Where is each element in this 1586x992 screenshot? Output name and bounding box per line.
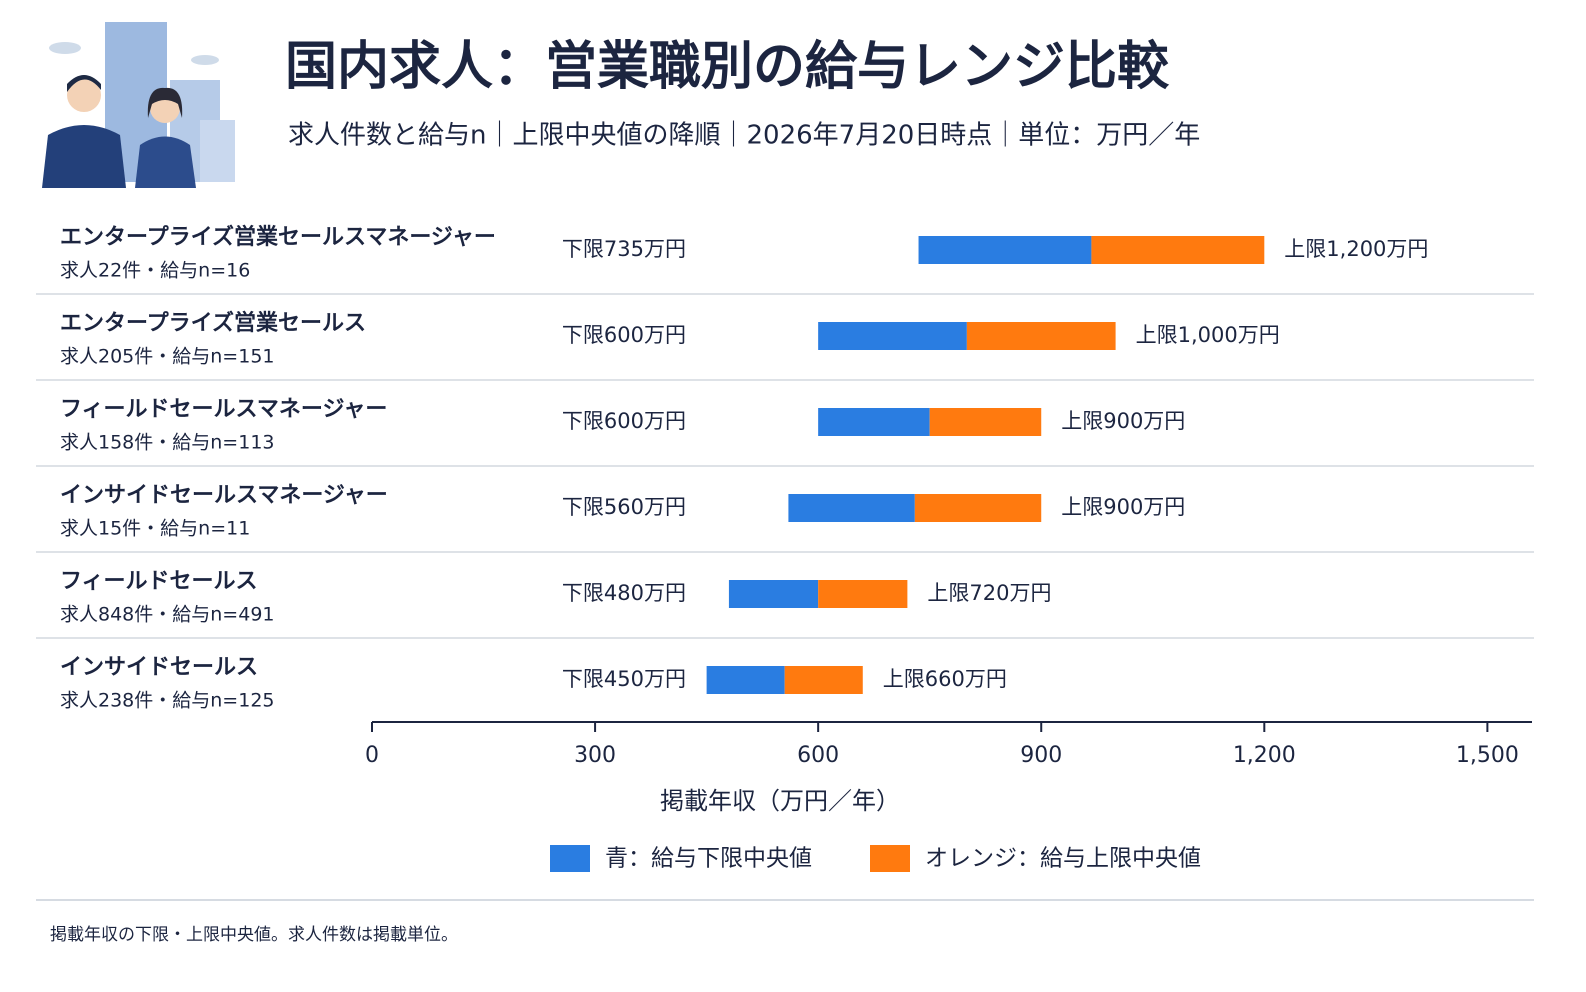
bar-lower [728, 580, 819, 608]
chart-subtitle: 求人件数と給与n｜上限中央値の降順｜2026年7月20日時点｜単位：万円／年 [288, 121, 1200, 151]
x-tick-label: 1,200 [1233, 743, 1296, 768]
x-tick-label: 0 [365, 743, 379, 768]
bar-lower [918, 236, 1092, 264]
bar-upper [929, 408, 1042, 436]
upper-label: 上限900万円 [1061, 495, 1185, 519]
row-name: インサイドセールスマネージャー [60, 483, 388, 508]
bar-upper [914, 494, 1042, 522]
legend-swatch [550, 845, 590, 872]
upper-label: 上限1,200万円 [1284, 237, 1428, 261]
row-detail: 求人205件・給与n=151 [60, 346, 275, 368]
lower-label: 下限600万円 [562, 409, 686, 433]
x-tick-label: 1,500 [1456, 743, 1519, 768]
row-detail: 求人15件・給与n=11 [60, 518, 250, 540]
x-tick-label: 600 [797, 743, 839, 768]
row-name: インサイドセールス [60, 655, 258, 680]
bar-upper [1091, 236, 1265, 264]
upper-label: 上限900万円 [1061, 409, 1185, 433]
bar-lower [788, 494, 915, 522]
bar-upper [784, 666, 863, 694]
bar-lower [818, 408, 930, 436]
x-axis-label: 掲載年収（万円／年） [660, 787, 900, 815]
row-name: エンタープライズ営業セールス [60, 310, 366, 336]
illustration [42, 22, 235, 188]
x-tick-label: 900 [1020, 743, 1062, 768]
bar-lower [706, 666, 785, 694]
row-name: フィールドセールスマネージャー [60, 397, 387, 422]
row-detail: 求人848件・給与n=491 [60, 604, 275, 626]
chart-title: 国内求人：営業職別の給与レンジ比較 [285, 37, 1170, 97]
bar-upper [818, 580, 908, 608]
upper-label: 上限660万円 [883, 667, 1007, 691]
x-tick-label: 300 [574, 743, 616, 768]
legend-label: 青：給与下限中央値 [605, 846, 812, 872]
row-detail: 求人158件・給与n=113 [60, 432, 275, 454]
bar-upper [966, 322, 1116, 350]
upper-label: 上限720万円 [927, 581, 1051, 605]
row-detail: 求人238件・給与n=125 [60, 690, 275, 712]
footnote: 掲載年収の下限・上限中央値。求人件数は掲載単位。 [50, 925, 458, 945]
lower-label: 下限560万円 [562, 495, 686, 519]
legend-label: オレンジ：給与上限中央値 [925, 846, 1201, 872]
row-name: エンタープライズ営業セールスマネージャー [60, 224, 496, 250]
bar-lower [818, 322, 967, 350]
upper-label: 上限1,000万円 [1136, 323, 1280, 347]
lower-label: 下限600万円 [562, 323, 686, 347]
lower-label: 下限480万円 [562, 581, 686, 605]
row-name: フィールドセールス [60, 569, 258, 594]
lower-label: 下限735万円 [562, 237, 686, 261]
row-detail: 求人22件・給与n=16 [60, 260, 250, 282]
legend-swatch [870, 845, 910, 872]
lower-label: 下限450万円 [562, 667, 686, 691]
